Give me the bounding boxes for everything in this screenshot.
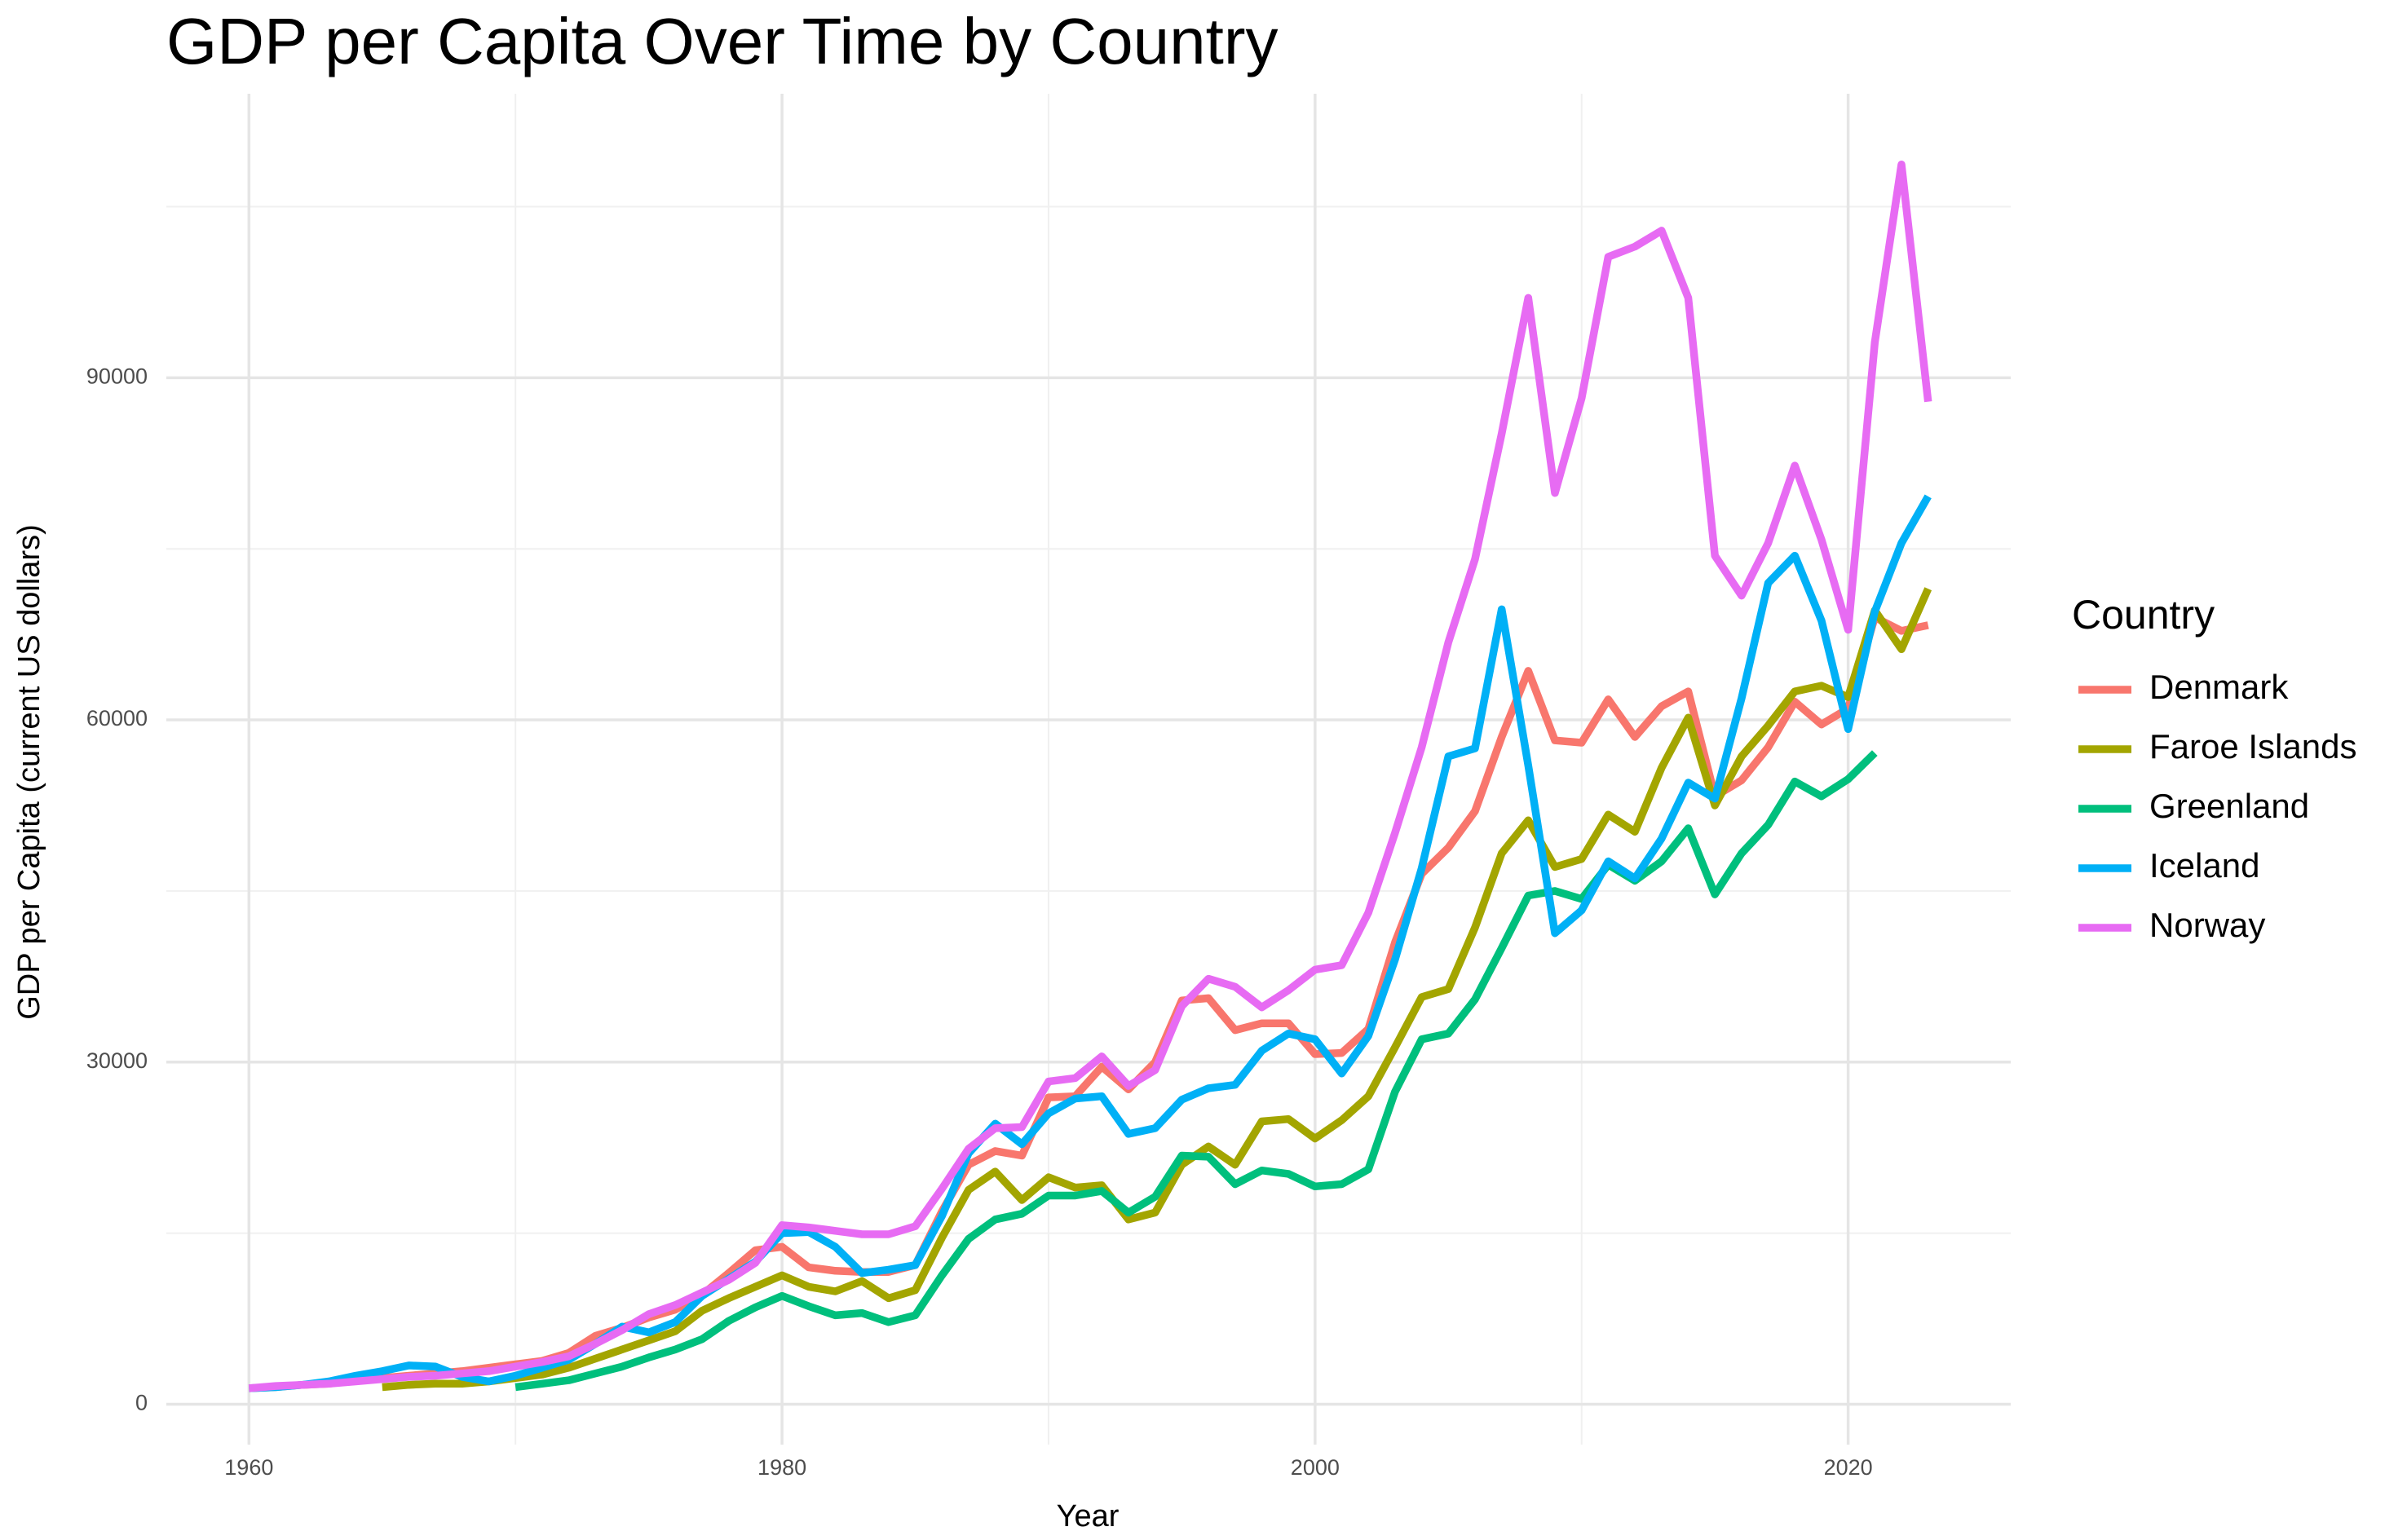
legend-label: Norway: [2149, 906, 2265, 944]
x-tick-label: 2020: [1824, 1455, 1873, 1480]
legend-label: Denmark: [2149, 668, 2289, 706]
legend-label: Greenland: [2149, 787, 2309, 825]
legend-title: Country: [2072, 592, 2215, 638]
legend-label: Iceland: [2149, 846, 2259, 885]
legend-label: Faroe Islands: [2149, 727, 2356, 766]
series-line: [515, 750, 1878, 1392]
series-line: [248, 160, 1932, 1392]
x-tick-label: 1960: [224, 1455, 273, 1480]
series-line: [249, 494, 1932, 1392]
y-axis-title: GDP per Capita (current US dollars): [12, 524, 46, 1020]
series-line: [382, 587, 1932, 1392]
y-tick-label: 30000: [86, 1048, 148, 1073]
x-tick-label: 2000: [1291, 1455, 1340, 1480]
y-tick-label: 0: [135, 1391, 148, 1415]
y-tick-label: 90000: [86, 364, 148, 388]
chart-title: GDP per Capita Over Time by Country: [166, 5, 1278, 77]
x-axis-title: Year: [1057, 1499, 1120, 1533]
y-tick-label: 60000: [86, 706, 148, 730]
x-tick-label: 1980: [757, 1455, 806, 1480]
